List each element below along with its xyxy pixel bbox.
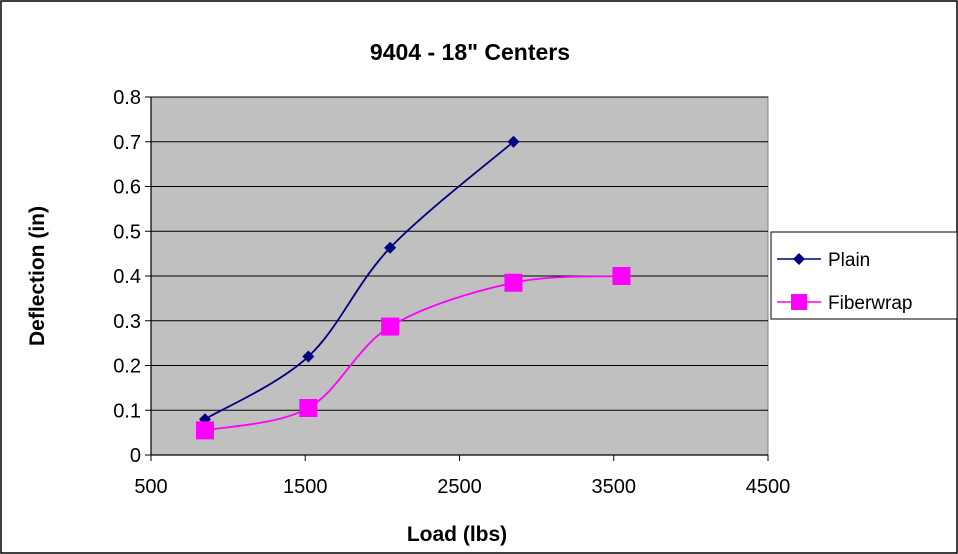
y-tick-label: 0 <box>130 445 141 467</box>
x-axis-ticks: 500 1500 2500 3500 4500 <box>134 455 790 498</box>
chart-title: 9404 - 18" Centers <box>370 39 570 65</box>
data-point-fiberwrap <box>381 317 400 336</box>
y-tick-label: 0.8 <box>113 87 141 109</box>
data-point-fiberwrap <box>504 273 523 292</box>
data-point-fiberwrap <box>299 399 318 418</box>
data-point-plain <box>384 241 397 254</box>
legend-fiberwrap-marker <box>791 294 807 310</box>
x-tick-label: 500 <box>134 476 167 498</box>
series-line-plain <box>204 141 515 420</box>
x-tick-label: 2500 <box>437 476 482 498</box>
y-tick-label: 0.6 <box>113 177 141 199</box>
x-tick-label: 4500 <box>746 476 791 498</box>
data-point-plain <box>302 350 315 363</box>
y-tick-label: 0.2 <box>113 356 141 378</box>
data-point-plain <box>507 135 520 148</box>
x-axis-label: Load (lbs) <box>407 523 507 546</box>
y-axis-label: Deflection (in) <box>26 206 49 346</box>
gridlines <box>151 96 768 411</box>
y-tick-label: 0.5 <box>113 221 141 243</box>
y-tick-label: 0.1 <box>113 400 141 422</box>
x-tick-label: 1500 <box>283 476 328 498</box>
y-tick-label: 0.7 <box>113 132 141 154</box>
y-axis-ticks: 0 0.1 0.2 0.3 0.4 0.5 0.6 0.7 0.8 <box>113 87 151 467</box>
legend-plain-marker <box>793 253 805 265</box>
data-point-fiberwrap <box>612 267 631 285</box>
legend-fiberwrap-label: Fiberwrap <box>828 293 912 314</box>
data-point-fiberwrap <box>195 421 214 440</box>
y-tick-label: 0.4 <box>113 266 141 288</box>
legend: Plain Fiberwrap <box>770 231 958 320</box>
series-group <box>195 135 631 440</box>
x-tick-label: 3500 <box>592 476 637 498</box>
y-tick-label: 0.3 <box>113 311 141 333</box>
legend-plain-label: Plain <box>828 250 870 271</box>
